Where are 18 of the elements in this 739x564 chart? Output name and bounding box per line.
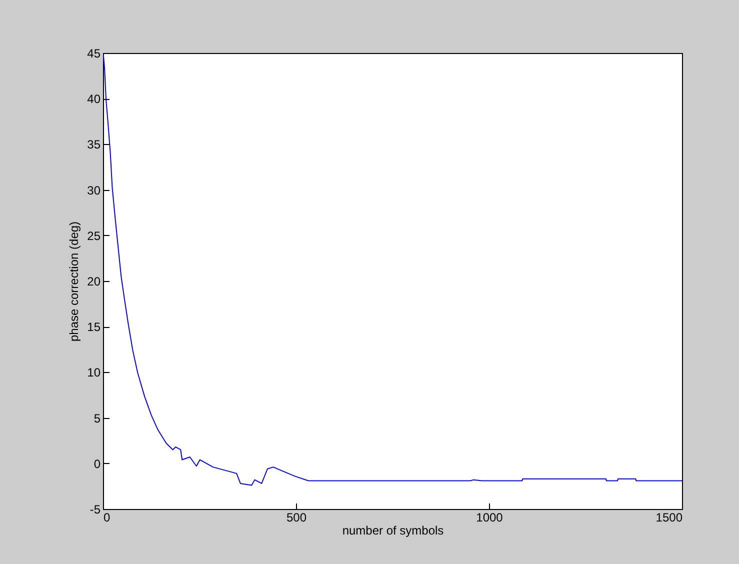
line-series <box>103 54 682 486</box>
y-tick-label: 15 <box>87 320 101 334</box>
y-tick-label: 25 <box>87 228 101 243</box>
y-tick-label: 45 <box>87 46 101 60</box>
x-axis-title: number of symbols <box>342 524 444 538</box>
y-tick-label: 20 <box>87 274 101 288</box>
x-tick-label: 1000 <box>476 510 504 524</box>
y-tick-label: 0 <box>94 456 101 471</box>
x-tick-label: 0 <box>104 510 110 524</box>
y-tick-label: 30 <box>87 183 101 198</box>
y-tick-label: 5 <box>94 411 101 426</box>
y-axis-title: phase correction (deg) <box>67 221 82 342</box>
y-tick-label: -5 <box>90 502 101 516</box>
y-tick-label: 35 <box>87 138 101 152</box>
x-tick-label: 1500 <box>656 510 683 524</box>
y-tick-label: 10 <box>87 366 101 380</box>
x-tick-label: 500 <box>286 510 307 524</box>
y-tick-label: 40 <box>87 92 101 106</box>
